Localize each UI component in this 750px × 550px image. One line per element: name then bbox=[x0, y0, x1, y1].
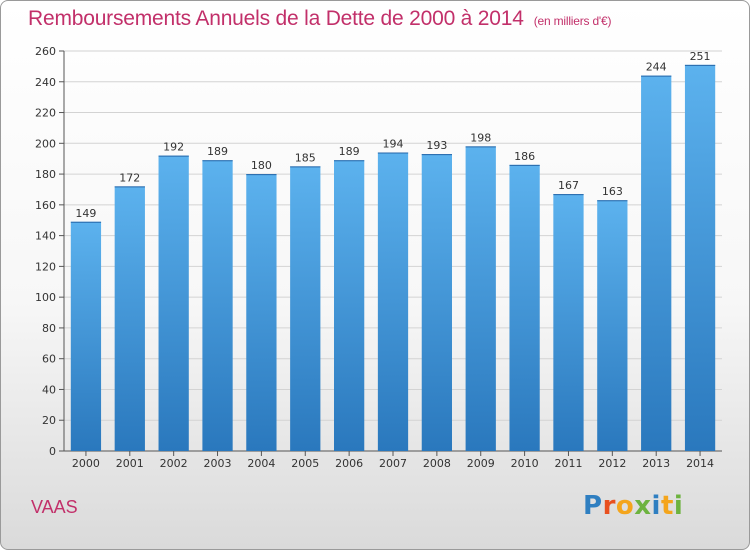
logo-letter: o bbox=[615, 491, 635, 521]
logo-letter: i bbox=[673, 491, 684, 521]
bar-value-label: 180 bbox=[251, 159, 272, 172]
bar bbox=[684, 64, 716, 451]
bar bbox=[553, 194, 584, 452]
x-tick-label: 2014 bbox=[686, 457, 714, 470]
x-tick-label: 2010 bbox=[511, 457, 539, 470]
bar-value-label: 186 bbox=[514, 150, 535, 163]
bar bbox=[377, 152, 409, 452]
bar-value-label: 189 bbox=[207, 145, 228, 158]
bar-value-label: 149 bbox=[75, 207, 96, 220]
bar-value-label: 189 bbox=[339, 145, 360, 158]
y-tick-label: 100 bbox=[35, 291, 56, 304]
x-tick-label: 2013 bbox=[642, 457, 670, 470]
y-tick-label: 220 bbox=[35, 107, 56, 120]
logo-letter: r bbox=[602, 491, 616, 521]
x-tick-label: 2002 bbox=[160, 457, 188, 470]
bar bbox=[421, 154, 453, 452]
bar bbox=[290, 166, 321, 451]
bar-value-label: 163 bbox=[602, 185, 623, 198]
x-tick-label: 2005 bbox=[291, 457, 319, 470]
bar-value-label: 198 bbox=[470, 131, 491, 144]
bar bbox=[158, 155, 189, 451]
x-tick-label: 2003 bbox=[204, 457, 232, 470]
y-tick-label: 40 bbox=[42, 383, 56, 396]
x-tick-label: 2004 bbox=[247, 457, 275, 470]
y-tick-label: 20 bbox=[42, 414, 56, 427]
y-tick-label: 140 bbox=[35, 230, 56, 243]
bar bbox=[333, 160, 365, 451]
bar-value-label: 185 bbox=[295, 151, 316, 164]
bar-value-label: 172 bbox=[119, 171, 140, 184]
bar bbox=[597, 200, 628, 451]
chart-title: Remboursements Annuels de la Dette de 20… bbox=[28, 7, 611, 31]
bar bbox=[114, 186, 145, 451]
bar-value-label: 251 bbox=[690, 50, 711, 63]
unit-label: (en milliers d'€) bbox=[533, 14, 612, 28]
y-tick-label: 180 bbox=[35, 168, 56, 181]
logo-letter: x bbox=[634, 491, 652, 521]
bar bbox=[465, 146, 496, 451]
y-tick-label: 120 bbox=[35, 260, 56, 273]
y-tick-label: 200 bbox=[35, 137, 56, 150]
x-tick-label: 2000 bbox=[72, 457, 100, 470]
logo-letter: t bbox=[660, 491, 674, 521]
y-tick-label: 0 bbox=[49, 445, 56, 458]
bar-value-label: 244 bbox=[646, 61, 667, 74]
logo-letter: P bbox=[583, 491, 603, 521]
proxiti-logo: Proxiti bbox=[583, 491, 683, 521]
y-tick-label: 60 bbox=[42, 353, 56, 366]
title-text: Remboursements Annuels de la Dette de 20… bbox=[28, 7, 524, 30]
y-tick-label: 80 bbox=[42, 322, 56, 335]
bar-value-label: 167 bbox=[558, 179, 579, 192]
x-tick-label: 2011 bbox=[554, 457, 582, 470]
logo-letter: i bbox=[651, 491, 661, 521]
x-tick-label: 2007 bbox=[379, 457, 407, 470]
bar bbox=[246, 174, 277, 452]
y-tick-label: 160 bbox=[35, 199, 56, 212]
bar-value-label: 193 bbox=[426, 139, 447, 152]
y-tick-label: 260 bbox=[35, 45, 56, 58]
commune-name: VAAS bbox=[31, 497, 78, 517]
x-tick-label: 2009 bbox=[467, 457, 495, 470]
x-tick-label: 2008 bbox=[423, 457, 451, 470]
x-tick-label: 2012 bbox=[598, 457, 626, 470]
bar-value-label: 194 bbox=[383, 138, 404, 151]
x-tick-label: 2006 bbox=[335, 457, 363, 470]
x-tick-label: 2001 bbox=[116, 457, 144, 470]
bar bbox=[202, 160, 233, 451]
bar bbox=[641, 75, 672, 451]
y-tick-label: 240 bbox=[35, 76, 56, 89]
bar bbox=[509, 164, 540, 451]
bar-value-label: 192 bbox=[163, 141, 184, 154]
bar bbox=[70, 221, 102, 451]
